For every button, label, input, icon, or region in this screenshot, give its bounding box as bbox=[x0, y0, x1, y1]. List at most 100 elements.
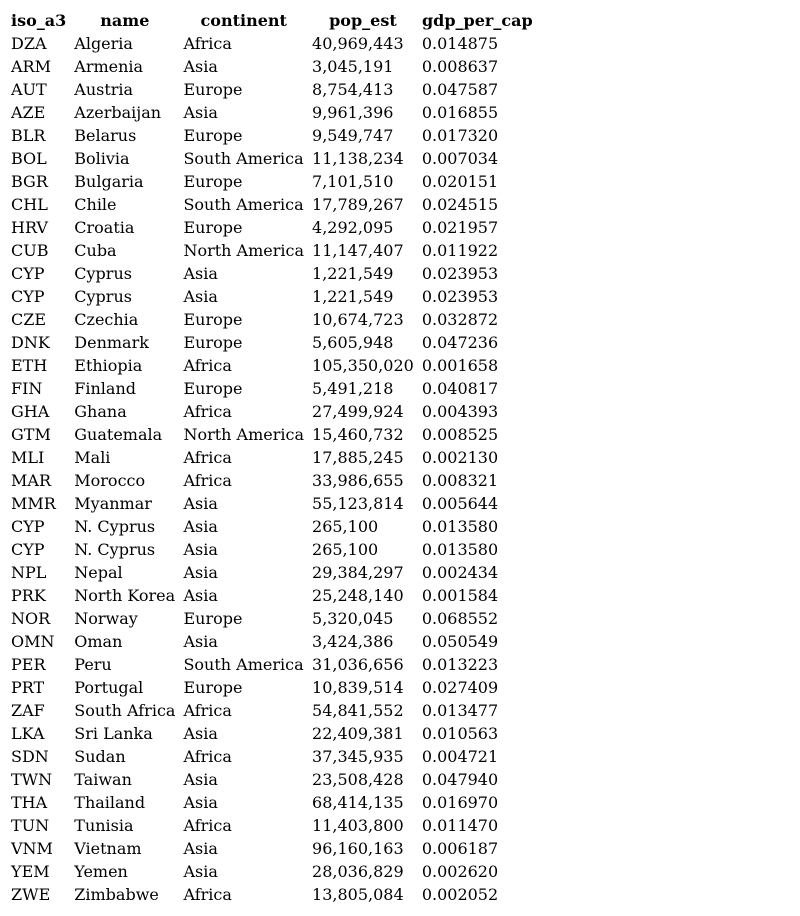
cell-name: Ethiopia bbox=[74, 356, 143, 375]
cell-gdp-per-cap: 0.020151 bbox=[421, 172, 499, 191]
cell-iso-a3: LKA bbox=[11, 724, 45, 743]
table-row: CYP Cyprus Asia 1,221,549 0.023953 bbox=[7, 262, 537, 285]
cell-gdp-per-cap: 0.002130 bbox=[421, 448, 499, 467]
cell-continent: Europe bbox=[183, 218, 243, 237]
cell-iso-a3: PRK bbox=[11, 586, 46, 605]
cell-name: Algeria bbox=[74, 34, 133, 53]
cell-iso-a3: BOL bbox=[11, 149, 47, 168]
cell-iso-a3: BGR bbox=[11, 172, 48, 191]
cell-continent: North America bbox=[183, 425, 305, 444]
cell-gdp-per-cap: 0.013477 bbox=[421, 701, 499, 720]
cell-iso-a3: HRV bbox=[11, 218, 48, 237]
data-table: iso_a3 name continent pop_est gdp_per_ca… bbox=[7, 9, 537, 906]
cell-name: Guatemala bbox=[74, 425, 163, 444]
cell-continent: Asia bbox=[183, 103, 218, 122]
cell-pop-est: 10,674,723 bbox=[312, 310, 404, 329]
cell-pop-est: 29,384,297 bbox=[312, 563, 404, 582]
cell-continent: South America bbox=[183, 149, 304, 168]
cell-iso-a3: CHL bbox=[11, 195, 48, 214]
cell-name: Austria bbox=[74, 80, 134, 99]
cell-continent: Africa bbox=[183, 816, 232, 835]
cell-gdp-per-cap: 0.001658 bbox=[421, 356, 499, 375]
cell-iso-a3: CYP bbox=[11, 517, 45, 536]
table-row: PRK North Korea Asia 25,248,140 0.001584 bbox=[7, 584, 537, 607]
cell-continent: Africa bbox=[183, 448, 232, 467]
cell-iso-a3: ETH bbox=[11, 356, 48, 375]
cell-continent: Africa bbox=[183, 356, 232, 375]
cell-pop-est: 5,605,948 bbox=[312, 333, 394, 352]
cell-pop-est: 3,045,191 bbox=[312, 57, 394, 76]
cell-iso-a3: OMN bbox=[11, 632, 55, 651]
cell-continent: North America bbox=[183, 241, 305, 260]
table-row: THA Thailand Asia 68,414,135 0.016970 bbox=[7, 791, 537, 814]
table-row: MAR Morocco Africa 33,986,655 0.008321 bbox=[7, 469, 537, 492]
cell-gdp-per-cap: 0.040817 bbox=[421, 379, 499, 398]
cell-iso-a3: PRT bbox=[11, 678, 45, 697]
cell-iso-a3: AZE bbox=[11, 103, 46, 122]
cell-name: Cyprus bbox=[74, 264, 132, 283]
cell-name: Norway bbox=[74, 609, 138, 628]
cell-continent: Africa bbox=[183, 747, 232, 766]
cell-continent: Africa bbox=[183, 471, 232, 490]
cell-iso-a3: TUN bbox=[11, 816, 50, 835]
cell-continent: Asia bbox=[183, 770, 218, 789]
cell-continent: South America bbox=[183, 655, 304, 674]
cell-gdp-per-cap: 0.068552 bbox=[421, 609, 499, 628]
cell-pop-est: 265,100 bbox=[312, 540, 379, 559]
cell-iso-a3: MMR bbox=[11, 494, 56, 513]
table-row: AZE Azerbaijan Asia 9,961,396 0.016855 bbox=[7, 101, 537, 124]
cell-iso-a3: TWN bbox=[11, 770, 53, 789]
table-row: MMR Myanmar Asia 55,123,814 0.005644 bbox=[7, 492, 537, 515]
table-row: ARM Armenia Asia 3,045,191 0.008637 bbox=[7, 55, 537, 78]
cell-gdp-per-cap: 0.013223 bbox=[421, 655, 499, 674]
cell-pop-est: 40,969,443 bbox=[312, 34, 404, 53]
table-row: GHA Ghana Africa 27,499,924 0.004393 bbox=[7, 400, 537, 423]
cell-pop-est: 105,350,020 bbox=[312, 356, 414, 375]
cell-iso-a3: THA bbox=[11, 793, 48, 812]
table-row: CUB Cuba North America 11,147,407 0.011922 bbox=[7, 239, 537, 262]
cell-continent: Europe bbox=[183, 172, 243, 191]
cell-continent: Asia bbox=[183, 563, 218, 582]
cell-continent: Europe bbox=[183, 333, 243, 352]
table-row: ETH Ethiopia Africa 105,350,020 0.001658 bbox=[7, 354, 537, 377]
cell-gdp-per-cap: 0.008637 bbox=[421, 57, 499, 76]
cell-pop-est: 28,036,829 bbox=[312, 862, 404, 881]
cell-name: Bolivia bbox=[74, 149, 130, 168]
cell-pop-est: 37,345,935 bbox=[312, 747, 404, 766]
cell-pop-est: 9,961,396 bbox=[312, 103, 394, 122]
cell-pop-est: 5,491,218 bbox=[312, 379, 394, 398]
table-row: AUT Austria Europe 8,754,413 0.047587 bbox=[7, 78, 537, 101]
cell-pop-est: 13,805,084 bbox=[312, 885, 404, 904]
cell-iso-a3: PER bbox=[11, 655, 46, 674]
cell-gdp-per-cap: 0.002434 bbox=[421, 563, 499, 582]
cell-continent: Asia bbox=[183, 494, 218, 513]
table-row: TUN Tunisia Africa 11,403,800 0.011470 bbox=[7, 814, 537, 837]
cell-name: Azerbaijan bbox=[74, 103, 162, 122]
cell-pop-est: 68,414,135 bbox=[312, 793, 404, 812]
table-row: HRV Croatia Europe 4,292,095 0.021957 bbox=[7, 216, 537, 239]
cell-name: Cyprus bbox=[74, 287, 132, 306]
cell-pop-est: 10,839,514 bbox=[312, 678, 404, 697]
cell-iso-a3: CZE bbox=[11, 310, 47, 329]
cell-iso-a3: YEM bbox=[11, 862, 50, 881]
cell-continent: Asia bbox=[183, 586, 218, 605]
cell-pop-est: 4,292,095 bbox=[312, 218, 394, 237]
cell-pop-est: 54,841,552 bbox=[312, 701, 404, 720]
cell-name: Cuba bbox=[74, 241, 117, 260]
cell-iso-a3: SDN bbox=[11, 747, 49, 766]
cell-pop-est: 8,754,413 bbox=[312, 80, 394, 99]
cell-name: N. Cyprus bbox=[74, 517, 156, 536]
cell-gdp-per-cap: 0.017320 bbox=[421, 126, 499, 145]
table-row: CHL Chile South America 17,789,267 0.024515 bbox=[7, 193, 537, 216]
cell-name: Zimbabwe bbox=[74, 885, 159, 904]
cell-iso-a3: BLR bbox=[11, 126, 46, 145]
cell-name: Sri Lanka bbox=[74, 724, 153, 743]
cell-name: Taiwan bbox=[74, 770, 132, 789]
table-row: NPL Nepal Asia 29,384,297 0.002434 bbox=[7, 561, 537, 584]
table-row: NOR Norway Europe 5,320,045 0.068552 bbox=[7, 607, 537, 630]
table-row: SDN Sudan Africa 37,345,935 0.004721 bbox=[7, 745, 537, 768]
cell-name: Finland bbox=[74, 379, 136, 398]
table-row: CYP Cyprus Asia 1,221,549 0.023953 bbox=[7, 285, 537, 308]
cell-continent: South America bbox=[183, 195, 304, 214]
cell-pop-est: 1,221,549 bbox=[312, 287, 394, 306]
